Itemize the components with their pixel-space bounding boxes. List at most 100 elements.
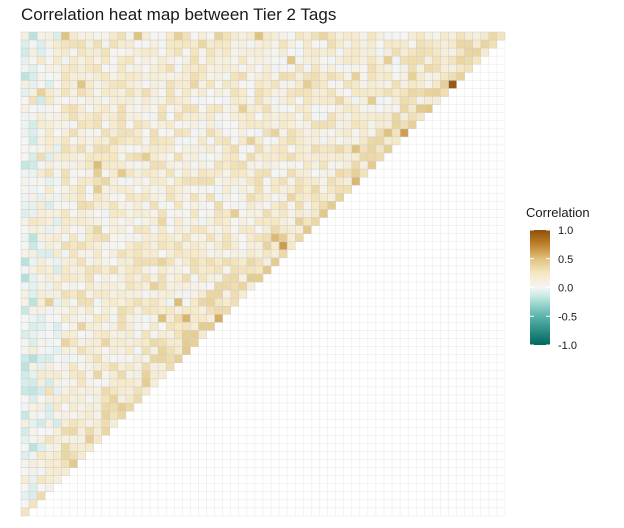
- empty-cell: [238, 418, 248, 428]
- empty-cell: [133, 443, 143, 452]
- empty-cell: [36, 507, 46, 517]
- empty-cell: [303, 491, 312, 501]
- heatmap-cell: [157, 209, 167, 218]
- heatmap-cell: [69, 459, 78, 468]
- heatmap-cell: [278, 249, 288, 259]
- empty-cell: [424, 306, 433, 315]
- empty-cell: [182, 418, 191, 428]
- empty-cell: [351, 273, 361, 283]
- empty-cell: [432, 104, 441, 113]
- heatmap-cell: [262, 72, 272, 81]
- heatmap-cell: [198, 88, 207, 97]
- empty-cell: [416, 338, 425, 347]
- empty-cell: [488, 491, 498, 501]
- empty-cell: [149, 435, 159, 444]
- empty-cell: [399, 289, 409, 299]
- heatmap-cell: [198, 306, 207, 315]
- heatmap-cell: [238, 289, 248, 299]
- empty-cell: [496, 273, 506, 283]
- heatmap-cell: [335, 39, 344, 49]
- empty-cell: [391, 289, 401, 299]
- heatmap-cell: [383, 144, 393, 154]
- heatmap-cell: [383, 96, 393, 105]
- heatmap-cell: [214, 96, 223, 105]
- empty-cell: [472, 273, 482, 283]
- heatmap-cell: [141, 281, 151, 291]
- heatmap-cell: [238, 201, 248, 210]
- heatmap-cell: [311, 31, 320, 41]
- heatmap-cell: [359, 104, 369, 113]
- heatmap-cell: [238, 31, 248, 41]
- empty-cell: [472, 185, 482, 194]
- heatmap-cell: [182, 39, 191, 49]
- heatmap-cell: [182, 306, 191, 315]
- heatmap-cell: [303, 193, 312, 202]
- heatmap-cell: [149, 120, 159, 130]
- heatmap-cell: [44, 112, 54, 121]
- empty-cell: [496, 144, 506, 154]
- heatmap-cell: [85, 112, 94, 121]
- empty-cell: [198, 499, 207, 509]
- heatmap-cell: [85, 120, 94, 130]
- empty-cell: [367, 281, 377, 291]
- heatmap-cell: [182, 112, 191, 121]
- empty-cell: [359, 281, 369, 291]
- heatmap-cell: [448, 31, 457, 41]
- empty-cell: [391, 386, 401, 396]
- empty-cell: [335, 475, 344, 484]
- heatmap-cell: [391, 96, 401, 105]
- empty-cell: [359, 265, 369, 275]
- heatmap-cell: [174, 217, 183, 226]
- empty-cell: [198, 370, 207, 380]
- empty-cell: [472, 249, 482, 259]
- heatmap-cell: [174, 338, 183, 347]
- empty-cell: [432, 314, 441, 323]
- empty-cell: [278, 483, 288, 493]
- empty-cell: [359, 273, 369, 283]
- heatmap-cell: [125, 47, 135, 57]
- empty-cell: [109, 451, 119, 460]
- empty-cell: [359, 467, 369, 476]
- empty-cell: [351, 394, 361, 404]
- heatmap-cell: [190, 104, 199, 113]
- heatmap-cell: [28, 435, 38, 444]
- heatmap-cell: [182, 120, 191, 130]
- empty-cell: [230, 330, 240, 339]
- heatmap-cell: [456, 72, 465, 81]
- empty-cell: [383, 459, 393, 468]
- heatmap-cell: [125, 289, 135, 299]
- heatmap-cell: [36, 427, 46, 436]
- empty-cell: [327, 297, 336, 307]
- empty-cell: [448, 410, 457, 420]
- empty-cell: [190, 459, 199, 468]
- heatmap-cell: [125, 402, 135, 412]
- heatmap-cell: [28, 297, 38, 307]
- empty-cell: [440, 306, 449, 315]
- heatmap-cell: [149, 136, 159, 146]
- empty-cell: [480, 160, 490, 170]
- empty-cell: [278, 475, 288, 484]
- heatmap-cell: [198, 39, 207, 49]
- empty-cell: [375, 168, 385, 178]
- empty-cell: [190, 370, 199, 380]
- empty-cell: [133, 491, 143, 501]
- empty-cell: [440, 435, 449, 444]
- heatmap-cell: [238, 168, 248, 178]
- heatmap-cell: [69, 338, 78, 347]
- heatmap-cell: [157, 273, 167, 283]
- empty-cell: [432, 306, 441, 315]
- heatmap-cell: [319, 72, 328, 81]
- heatmap-cell: [319, 136, 328, 146]
- empty-cell: [335, 322, 344, 331]
- heatmap-cell: [230, 47, 240, 57]
- heatmap-cell: [125, 322, 135, 331]
- empty-cell: [351, 443, 361, 452]
- heatmap-cell: [125, 362, 135, 372]
- empty-cell: [101, 459, 110, 468]
- heatmap-cell: [85, 241, 94, 251]
- heatmap-cell: [69, 64, 78, 73]
- heatmap-cell: [117, 249, 127, 259]
- heatmap-cell: [295, 128, 304, 138]
- empty-cell: [472, 144, 482, 154]
- empty-cell: [480, 378, 490, 388]
